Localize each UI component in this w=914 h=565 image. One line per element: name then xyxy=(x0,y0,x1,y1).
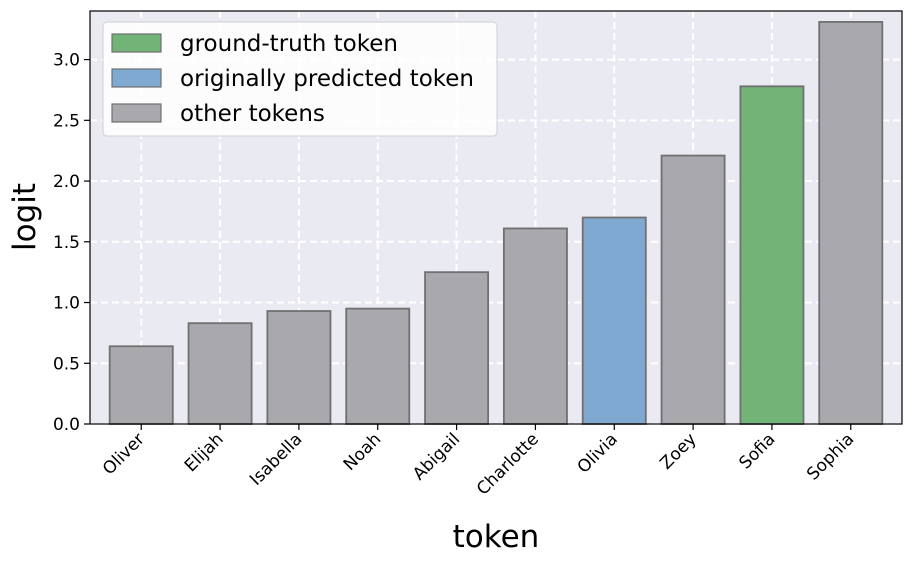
bar-noah xyxy=(345,307,411,425)
bar-sophia xyxy=(818,21,884,425)
x-tick-label: Oliver xyxy=(99,429,149,479)
bar-oliver xyxy=(108,345,174,425)
y-tick-label: 1.5 xyxy=(53,233,80,253)
legend-swatch xyxy=(111,33,162,53)
legend-label: originally predicted token xyxy=(180,66,474,92)
bar-sofia xyxy=(739,85,805,425)
bar-abigail xyxy=(424,271,490,425)
y-tick-label: 0.0 xyxy=(53,415,80,435)
y-axis-label: logit xyxy=(7,183,43,251)
bar-zoey xyxy=(660,154,726,425)
y-axis: 0.0 0.5 1.0 1.5 2.0 2.5 3.0 xyxy=(53,51,90,435)
legend-swatch xyxy=(111,103,162,123)
y-tick-label: 2.5 xyxy=(53,111,80,131)
x-tick-label: Elijah xyxy=(181,429,228,476)
x-tick-label: Isabella xyxy=(246,429,306,489)
bar-elijah xyxy=(187,322,253,425)
x-tick-label: Zoey xyxy=(656,429,700,473)
x-tick-label: Sophia xyxy=(803,429,858,484)
y-tick-label: 0.5 xyxy=(53,354,80,374)
x-axis: Oliver Elijah Isabella Noah Abigail Charlotte… xyxy=(99,424,858,499)
x-tick-label: Olivia xyxy=(574,429,622,477)
legend-swatch xyxy=(111,68,162,88)
bar-charlotte xyxy=(502,227,568,425)
legend-label: ground-truth token xyxy=(180,31,398,57)
x-axis-label: token xyxy=(453,519,540,555)
legend: ground-truth token originally predicted t… xyxy=(102,21,498,137)
legend-box xyxy=(102,21,498,137)
plot-frame xyxy=(89,10,903,425)
x-tick-label: Noah xyxy=(340,429,385,474)
x-tick-label: Sofia xyxy=(735,429,779,473)
x-tick-label: Abigail xyxy=(409,429,464,484)
bar-isabella xyxy=(266,310,332,425)
legend-label: other tokens xyxy=(180,101,325,127)
y-tick-label: 2.0 xyxy=(53,172,80,192)
y-tick-label: 1.0 xyxy=(53,294,80,314)
bar-olivia xyxy=(581,216,647,425)
x-tick-label: Charlotte xyxy=(473,429,543,499)
y-tick-label: 3.0 xyxy=(53,51,80,71)
